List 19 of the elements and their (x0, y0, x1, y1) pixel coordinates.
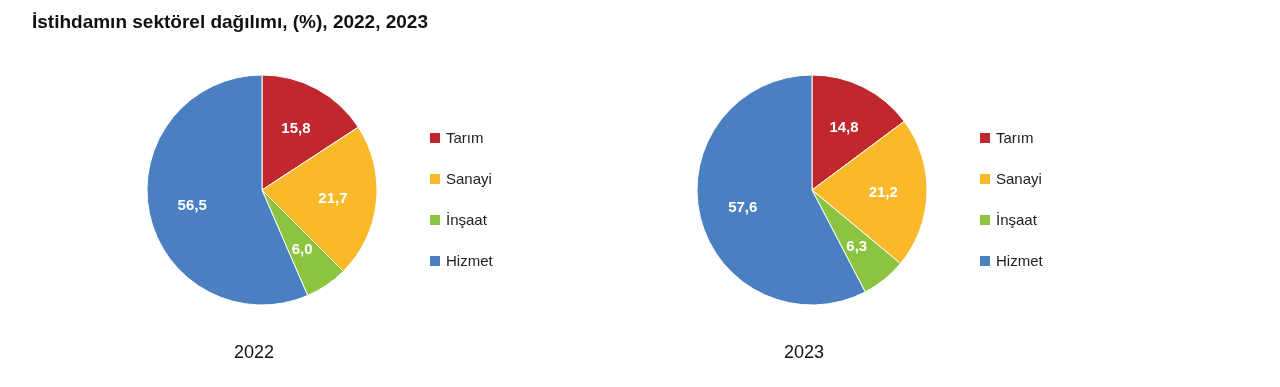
data-label: 6,0 (291, 240, 313, 258)
data-label: 14,8 (829, 117, 859, 135)
data-label: 21,7 (318, 188, 348, 206)
legend-label: Tarım (996, 129, 1034, 147)
text: 2022 (233, 342, 275, 362)
legend-label: Tarım (446, 129, 484, 147)
chart-title: İstihdamın sektörel dağılımı, (%), 2022, 2023 (32, 11, 428, 32)
data-label: 15,8 (281, 118, 311, 136)
legend-label: Sanayi (996, 170, 1042, 188)
legend-label: İnşaat (446, 211, 488, 229)
data-label: 6,3 (846, 236, 868, 254)
data-label: 56,5 (177, 195, 207, 213)
data-label: 21,2 (868, 183, 898, 201)
legend-label: İnşaat (996, 211, 1038, 229)
legend-label: Sanayi (446, 170, 492, 188)
text: 2023 (783, 342, 825, 362)
legend-label: Hizmet (446, 252, 494, 270)
legend-label: Hizmet (996, 252, 1044, 270)
data-label: 57,6 (728, 198, 758, 216)
